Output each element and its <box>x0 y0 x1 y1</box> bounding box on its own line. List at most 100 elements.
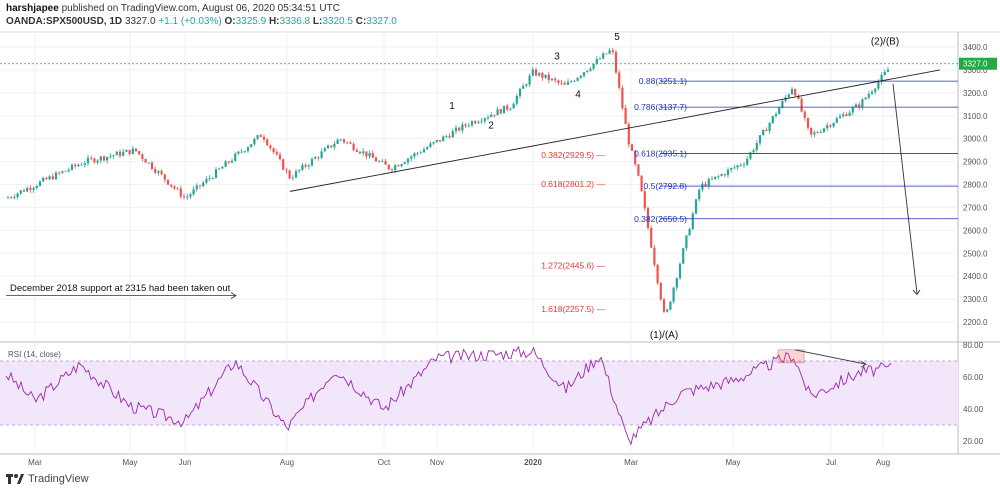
wave-label: 3 <box>554 52 560 63</box>
candle <box>803 110 806 121</box>
divergence-line <box>794 349 867 365</box>
candle <box>589 66 592 72</box>
candle <box>749 151 752 161</box>
wave-label: (2)/(B) <box>871 37 899 48</box>
candle <box>454 125 458 135</box>
candle <box>80 162 83 166</box>
fib-blue-label: 0.786(3137.7) <box>634 102 687 112</box>
rsi-band-fill <box>0 361 958 425</box>
candle <box>323 146 326 152</box>
candle <box>179 185 182 199</box>
candle <box>48 175 51 181</box>
candle <box>256 134 259 141</box>
candle <box>778 106 781 115</box>
rsi-title: RSI (14, close) <box>8 350 61 359</box>
candle <box>483 117 486 125</box>
tradingview-logo[interactable]: TradingView <box>6 473 89 485</box>
candle <box>758 135 762 146</box>
candle <box>64 170 67 172</box>
x-tick-label: Aug <box>280 458 294 467</box>
candle <box>352 142 355 152</box>
candle <box>58 171 61 176</box>
candle <box>675 277 678 291</box>
candle <box>86 154 90 166</box>
candle <box>730 167 733 173</box>
candle <box>378 159 381 163</box>
candle <box>397 164 400 167</box>
fib-blue-label: 0.382(2650.5) <box>634 214 687 224</box>
candle <box>358 150 362 155</box>
candle <box>240 148 243 154</box>
candle <box>509 107 512 111</box>
candle <box>493 114 496 118</box>
candle <box>592 63 595 71</box>
candle <box>528 73 531 87</box>
candle <box>29 185 32 193</box>
candle <box>678 262 682 281</box>
y-tick-label: 3200.0 <box>963 89 988 98</box>
candle <box>880 72 883 85</box>
candle <box>864 96 867 100</box>
candle <box>163 174 166 183</box>
candle <box>118 149 122 159</box>
candle <box>550 78 554 82</box>
candle <box>746 156 749 167</box>
candle <box>474 119 477 125</box>
candle <box>637 164 640 177</box>
author-name[interactable]: harshjapee <box>6 3 59 14</box>
x-tick-label: Mar <box>624 458 638 467</box>
candle <box>646 206 650 231</box>
candle <box>771 115 774 125</box>
axes: Mar May Jun Aug Oct Nov 2020 Mar May Jul Aug 3400.0… <box>28 43 997 467</box>
low-value: 3320.5 <box>322 16 353 27</box>
candle <box>333 140 336 150</box>
candle <box>13 194 16 200</box>
candle <box>486 114 490 121</box>
candle <box>701 181 704 192</box>
candle <box>349 140 352 145</box>
candle <box>16 192 19 200</box>
candle <box>739 163 742 168</box>
candle <box>672 286 675 304</box>
candle <box>186 193 189 201</box>
candle <box>656 264 659 285</box>
price-tag <box>959 57 997 70</box>
candle <box>189 192 192 199</box>
candle <box>6 195 10 199</box>
candle <box>554 76 557 84</box>
candle <box>173 185 176 191</box>
rsi-band <box>0 360 958 426</box>
candle <box>314 156 317 160</box>
candle <box>157 170 160 176</box>
candle <box>365 151 368 160</box>
candle <box>707 177 710 190</box>
candle <box>560 80 563 86</box>
candle <box>403 161 406 165</box>
candle <box>275 149 278 156</box>
candle <box>234 151 237 163</box>
candle <box>806 117 810 131</box>
candle <box>422 146 426 153</box>
wave-label: 2 <box>488 120 494 131</box>
candle <box>541 71 544 81</box>
candle <box>538 71 541 77</box>
candle <box>768 122 771 135</box>
candle <box>790 87 794 95</box>
candle <box>480 118 483 124</box>
candle <box>243 150 246 154</box>
fib-blue-label: 0.88(3251.1) <box>639 76 687 86</box>
candle <box>32 186 35 193</box>
candle <box>125 149 128 152</box>
candle <box>26 186 29 193</box>
candle <box>666 308 669 313</box>
x-tick-label: Aug <box>876 458 890 467</box>
candle <box>38 180 42 187</box>
candle <box>435 139 438 144</box>
candle <box>330 145 333 149</box>
candle <box>848 110 851 117</box>
y-tick-label: 2300.0 <box>963 295 988 304</box>
y-tick-label: 3400.0 <box>963 43 988 52</box>
candle <box>301 163 304 171</box>
candle <box>269 144 272 151</box>
